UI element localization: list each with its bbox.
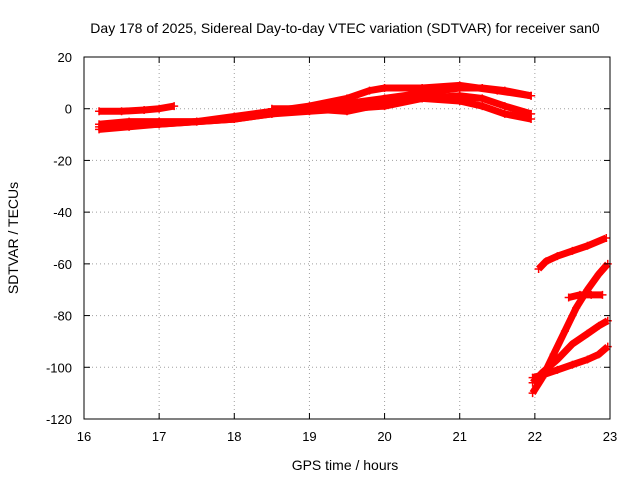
y-tick-label: 0 (65, 102, 72, 117)
data-point (500, 109, 509, 118)
data-point (170, 102, 179, 111)
x-tick-label: 18 (227, 429, 241, 444)
y-tick-label: -40 (53, 205, 72, 220)
y-tick-label: -60 (53, 257, 72, 272)
data-point (418, 94, 427, 103)
data-point (343, 94, 351, 103)
plot-area (95, 81, 612, 398)
chart-title: Day 178 of 2025, Sidereal Day-to-day VTE… (90, 20, 600, 36)
x-tick-label: 22 (528, 429, 542, 444)
data-point (527, 115, 536, 124)
data-point (587, 290, 596, 299)
y-tick-label: -120 (46, 412, 72, 427)
data-point (365, 86, 374, 95)
data-point (583, 241, 592, 250)
data-point (560, 327, 569, 336)
x-tick-label: 20 (377, 429, 391, 444)
data-point (455, 81, 464, 90)
y-axis-label: SDTVAR / TECUs (5, 182, 21, 294)
data-series-6 (534, 234, 611, 274)
data-point (478, 102, 487, 111)
data-point (553, 252, 562, 261)
data-point (380, 84, 389, 93)
data-point (455, 96, 464, 105)
data-point (594, 321, 603, 330)
data-point (534, 265, 543, 274)
data-series-10 (528, 342, 612, 382)
data-point (583, 355, 592, 364)
data-point (553, 365, 562, 374)
x-tick-label: 21 (452, 429, 466, 444)
data-point (568, 340, 577, 349)
y-tick-label: -80 (53, 309, 72, 324)
y-tick-label: -20 (53, 153, 72, 168)
data-point (572, 303, 581, 312)
data-point (267, 104, 276, 113)
data-point (305, 104, 314, 113)
data-point (493, 86, 502, 95)
axis-ticks: 16 17 18 19 20 21 22 23 20 0 -20 -40 -60 -80 -100 -120 (46, 50, 617, 444)
data-point (583, 329, 592, 338)
data-point (594, 270, 603, 279)
y-tick-label: 20 (58, 50, 72, 65)
data-point (140, 106, 149, 115)
data-point (568, 360, 577, 369)
data-point (500, 102, 509, 111)
data-point (594, 350, 603, 359)
data-point (583, 285, 592, 294)
data-point (528, 373, 537, 382)
data-series-1 (95, 102, 179, 116)
x-tick-label: 16 (77, 429, 91, 444)
data-point (538, 371, 547, 380)
data-point (568, 246, 577, 255)
data-series-5 (267, 94, 536, 124)
series-trace (536, 234, 608, 272)
data-point (95, 122, 104, 131)
data-point (602, 234, 611, 242)
x-tick-label: 17 (152, 429, 166, 444)
data-point (155, 104, 164, 113)
data-point (478, 94, 487, 103)
data-point (155, 120, 164, 129)
data-point (418, 84, 427, 93)
data-point (553, 355, 562, 364)
data-point (564, 293, 573, 302)
data-point (528, 389, 537, 398)
data-point (542, 257, 551, 266)
x-tick-label: 23 (603, 429, 617, 444)
x-axis-label: GPS time / hours (292, 457, 399, 473)
data-point (598, 290, 607, 299)
data-point (343, 107, 351, 116)
data-point (230, 115, 239, 124)
plot-frame (83, 56, 611, 420)
x-tick-label: 19 (302, 429, 316, 444)
data-point (117, 107, 126, 116)
data-point (549, 350, 558, 359)
data-point (95, 107, 104, 116)
y-tick-label: -100 (46, 360, 72, 375)
data-point (527, 91, 536, 100)
data-point (380, 99, 389, 108)
